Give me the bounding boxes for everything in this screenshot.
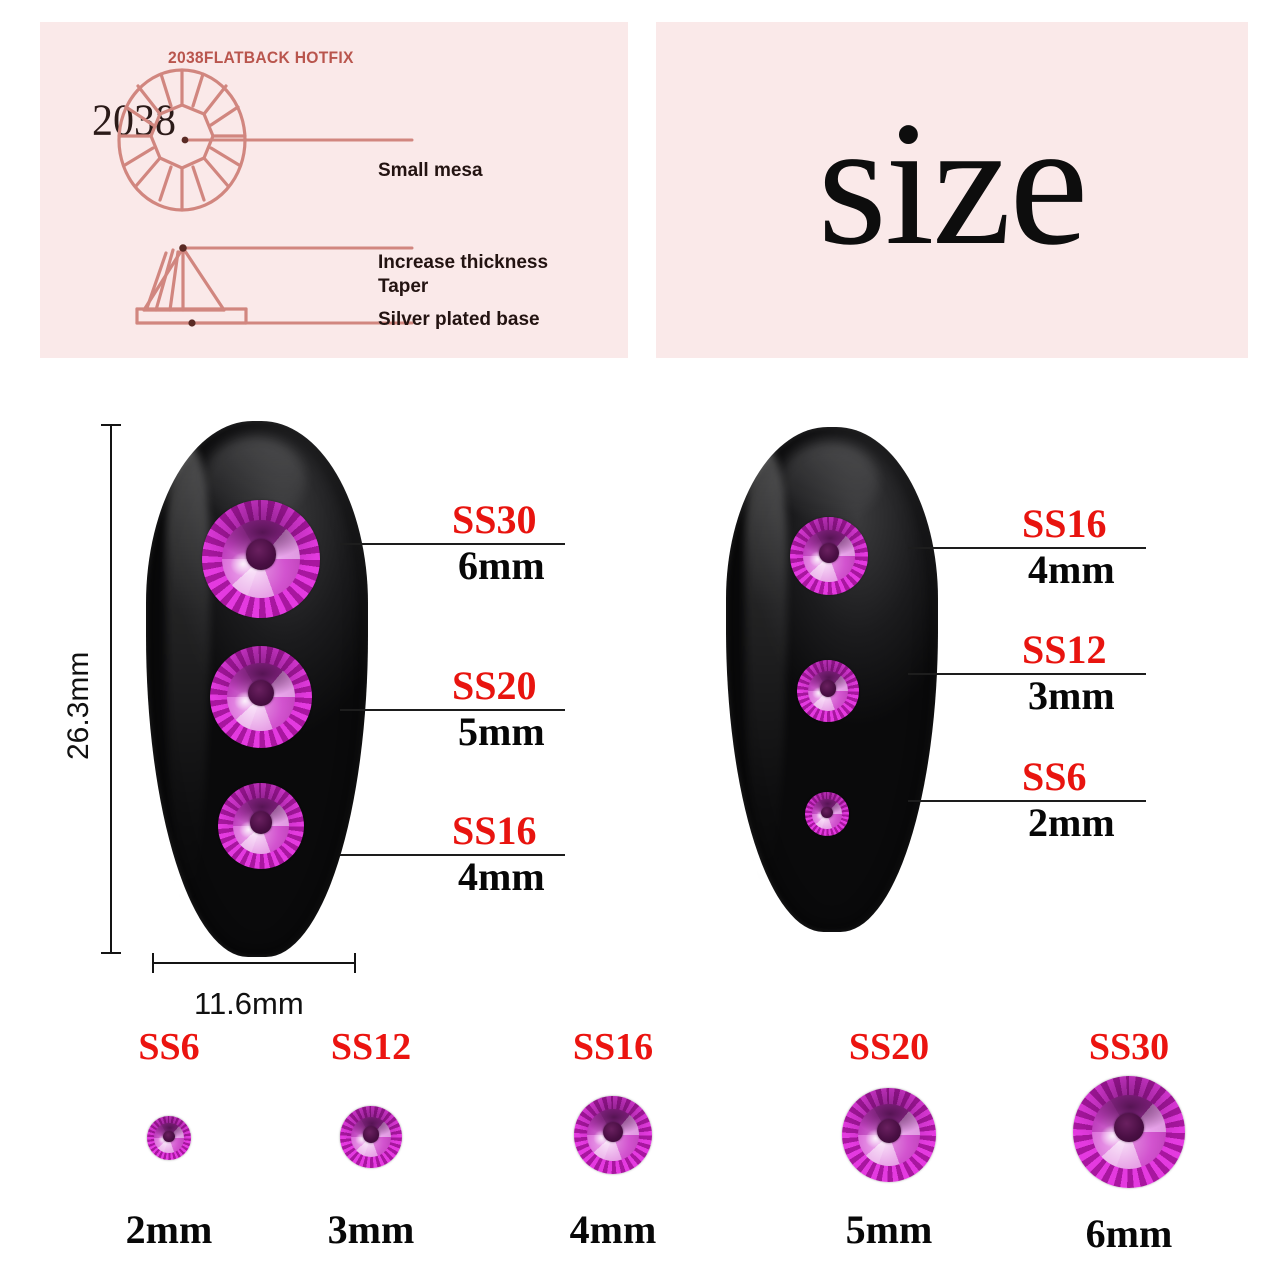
callout-ss12: SS12 3mm: [908, 630, 1146, 716]
legend-ss6-size: SS6: [138, 1026, 200, 1068]
callout-ss16-right: SS16 4mm: [908, 504, 1146, 590]
callout-ss30-mm: 6mm: [458, 543, 545, 588]
nail-left: [146, 421, 368, 957]
nail-right: [726, 427, 938, 932]
nail-right-top-highlight: [781, 442, 879, 523]
callout-ss16-left-mm: 4mm: [458, 854, 545, 899]
annotation-taper: Taper: [378, 276, 429, 297]
gem-ss30-on-nail: [202, 500, 320, 618]
callout-ss20-size: SS20: [452, 663, 537, 708]
legend-gem-ss6: [147, 1116, 191, 1160]
legend-ss30-size: SS30: [1088, 1026, 1170, 1068]
gem-ss20-on-nail: [210, 646, 312, 748]
callout-ss16-left: SS16 4mm: [340, 811, 565, 897]
callout-ss12-size: SS12: [1022, 627, 1107, 672]
callout-ss30: SS30 6mm: [340, 500, 565, 586]
legend-ss12-size: SS12: [330, 1026, 412, 1068]
legend-ss20-size: SS20: [848, 1026, 930, 1068]
legend-ss16-mm: 4mm: [569, 1207, 657, 1252]
legend-ss12-mm: 3mm: [327, 1207, 415, 1252]
callout-ss16-left-size: SS16: [452, 808, 537, 853]
legend-ss6-mm: 2mm: [125, 1207, 213, 1252]
callout-ss16-right-size: SS16: [1022, 501, 1107, 546]
size-heading-panel: [656, 22, 1248, 358]
gem-ss6-on-nail-right: [805, 792, 849, 836]
gem-ss16-on-nail: [218, 783, 304, 869]
callout-ss16-right-mm: 4mm: [1028, 547, 1115, 592]
legend-item-ss30: SS30 6mm: [1044, 1028, 1214, 1258]
legend-ss30-mm: 6mm: [1085, 1211, 1173, 1256]
gem-ss12-on-nail-right: [797, 660, 859, 722]
annotation-small-mesa: Small mesa: [378, 160, 483, 181]
legend-item-ss6: SS6 2mm: [84, 1028, 254, 1258]
nail-height-dimension-line: [101, 424, 121, 954]
callout-ss20-mm: 5mm: [458, 709, 545, 754]
annotation-increase-thickness: Increase thickness: [378, 252, 549, 273]
legend-gem-ss12: [340, 1106, 402, 1168]
callout-ss6-size: SS6: [1022, 754, 1087, 799]
legend-ss16-size: SS16: [572, 1026, 654, 1068]
size-heading-text: size: [817, 84, 1089, 282]
callout-ss20: SS20 5mm: [340, 666, 565, 752]
callout-ss12-mm: 3mm: [1028, 673, 1115, 718]
legend-gem-ss20: [842, 1088, 936, 1182]
legend-item-ss16: SS16 4mm: [528, 1028, 698, 1258]
gem-ss16-on-nail-right: [790, 517, 868, 595]
annotation-silver-plated-base: Silver plated base: [378, 309, 540, 330]
legend-gem-ss16: [574, 1096, 652, 1174]
nail-width-dimension-line: [152, 953, 356, 973]
legend-item-ss12: SS12 3mm: [286, 1028, 456, 1258]
legend-gem-ss30: [1073, 1076, 1185, 1188]
legend-ss20-mm: 5mm: [845, 1207, 933, 1252]
nail-height-value: 26.3mm: [62, 651, 95, 760]
nail-width-value: 11.6mm: [194, 986, 304, 1021]
flatback-structure-diagram: [117, 68, 414, 327]
callout-ss6-mm: 2mm: [1028, 800, 1115, 845]
callout-ss6: SS6 2mm: [908, 757, 1146, 843]
legend-item-ss20: SS20 5mm: [804, 1028, 974, 1258]
callout-ss30-size: SS30: [452, 497, 537, 542]
flatback-panel-title: 2038FLATBACK HOTFIX: [168, 48, 354, 67]
